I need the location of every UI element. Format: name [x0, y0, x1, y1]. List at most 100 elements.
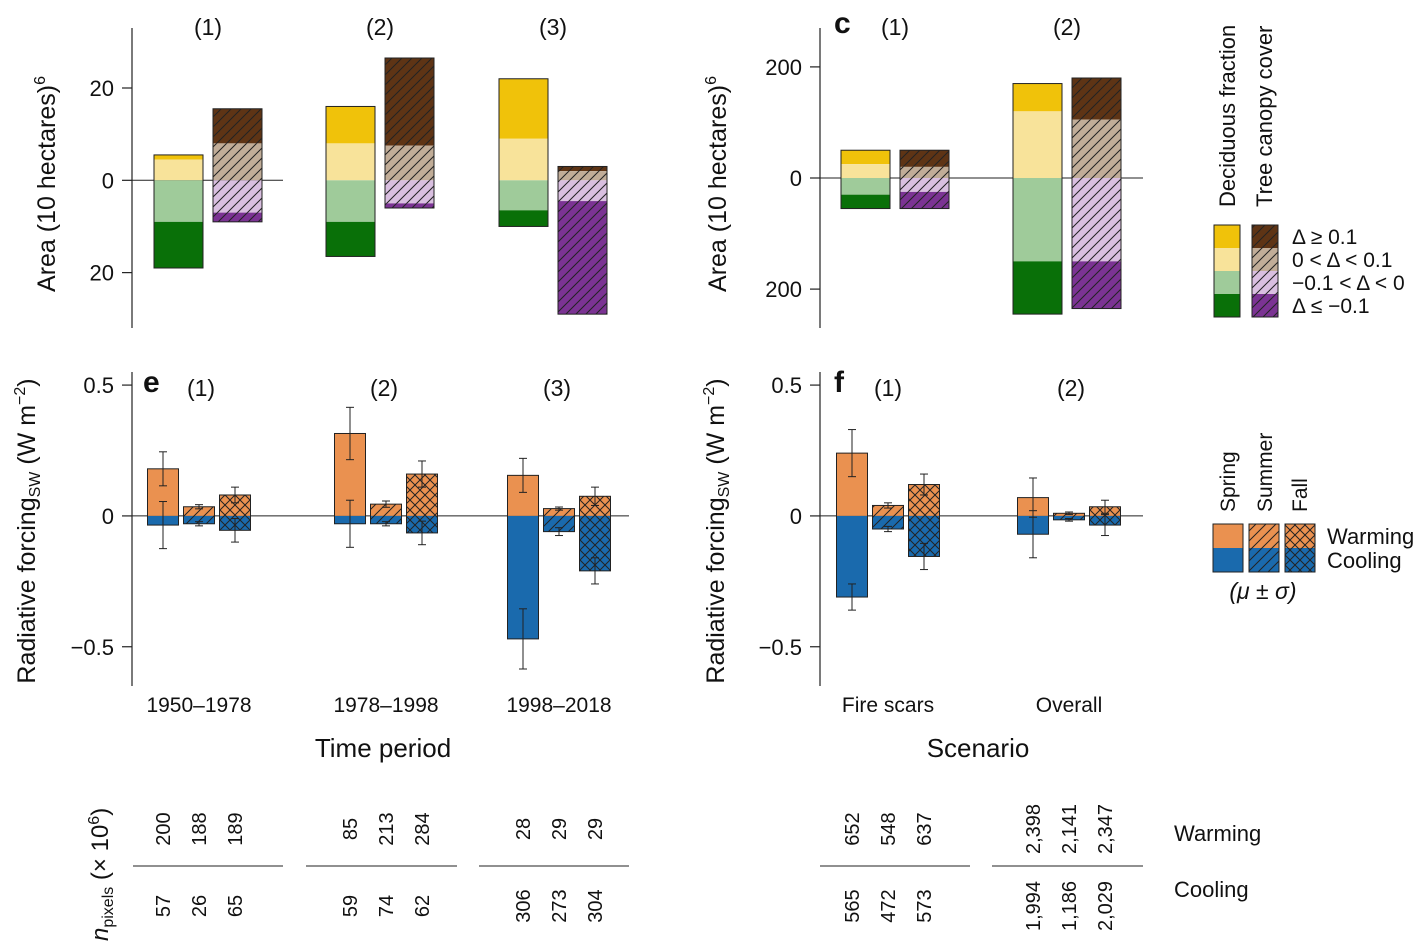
- x-category-label: Overall: [1036, 694, 1103, 717]
- deciduous-bar-segment: [326, 106, 375, 144]
- x-axis-label: Time period: [315, 733, 451, 763]
- season-hatch: [872, 505, 904, 529]
- npixels-warming-value: 548: [878, 812, 900, 845]
- panel-rf-scenario: 0.5 0 −0.5 Radiative forcingSW (W m−2) f Scen…: [701, 366, 1143, 763]
- panel-rf-time: 0.5 0 −0.5 Radiative forcingSW (W m−2) e Time…: [12, 366, 629, 763]
- legend-swatch-cooling: [1213, 548, 1243, 572]
- npixels-cooling-value: 65: [225, 895, 247, 917]
- deciduous-bar-segment: [154, 180, 203, 222]
- tree-bar-hatch: [385, 180, 434, 204]
- npixels-label-part: 6: [86, 816, 103, 825]
- area-time-bars: [153, 57, 608, 315]
- deciduous-bar-segment: [1013, 111, 1062, 178]
- deciduous-bar-segment: [154, 159, 203, 181]
- season-hatch: [1053, 513, 1085, 520]
- npixels-label-part: ): [87, 808, 114, 816]
- group-label: (2): [1053, 14, 1081, 40]
- ylabel-part: (W m: [13, 405, 41, 472]
- deciduous-bar-segment: [154, 154, 203, 160]
- rf-time-axis: 0.5 0 −0.5 Radiative forcingSW (W m−2) e Time…: [12, 366, 629, 763]
- tree-bar-hatch: [213, 180, 262, 213]
- npixels-warming-value: 28: [513, 818, 535, 840]
- y-tick-label: 0: [790, 504, 802, 529]
- tree-bar-hatch: [1072, 78, 1121, 120]
- y-tick-label: 0: [102, 504, 114, 529]
- tree-bar-hatch: [385, 145, 434, 181]
- deciduous-bar-segment: [841, 194, 890, 209]
- x-axis-label: Scenario: [927, 733, 1030, 763]
- panel-area-time: 20 0 20 Area (10 hectares)6 (1) (2) (3): [32, 14, 608, 328]
- group-label: (1): [194, 14, 222, 40]
- legend-swatch-tree-hatch: [1252, 271, 1278, 294]
- group-label: (1): [881, 14, 909, 40]
- tree-bar-hatch: [900, 178, 949, 192]
- deciduous-bar-segment: [326, 180, 375, 222]
- legend-swatch-deciduous: [1214, 294, 1240, 317]
- deciduous-bar-segment: [154, 221, 203, 268]
- y-axis-label: Radiative forcingSW (W m−2): [701, 378, 733, 683]
- legend-swatch-hatch: [1249, 524, 1279, 572]
- legend-season-label: Fall: [1289, 478, 1312, 512]
- npixels-table: npixels (× 106) Warming Cooling 200 57 188 26 1…: [86, 804, 1261, 941]
- legend-warming-label: Warming: [1327, 524, 1414, 549]
- rf-scenario-bars: [836, 429, 1121, 611]
- legend-row-label: Δ ≥ 0.1: [1292, 226, 1357, 249]
- legend-swatch-hatch: [1285, 524, 1315, 572]
- y-tick-label: −0.5: [71, 635, 114, 660]
- area-scenario-bars: [840, 77, 1122, 315]
- legend-row-label: −0.1 < Δ < 0: [1292, 272, 1405, 295]
- deciduous-bar-segment: [499, 210, 548, 227]
- npixels-cooling-value: 57: [153, 895, 175, 917]
- deciduous-bar-segment: [1013, 83, 1062, 112]
- tree-bar-hatch: [558, 180, 607, 202]
- tree-bar-hatch: [900, 191, 949, 209]
- npixels-warming-value: 29: [585, 818, 607, 840]
- deciduous-bar-outline: [325, 105, 376, 257]
- legend-season-label: Spring: [1217, 451, 1240, 512]
- x-category-label: 1978–1998: [333, 694, 438, 717]
- ylabel-part: Radiative forcing: [702, 497, 730, 683]
- legend-swatch-deciduous: [1214, 225, 1240, 248]
- npixels-row-warming: Warming: [1174, 821, 1261, 846]
- deciduous-bar-segment: [326, 143, 375, 181]
- tree-bar-hatch: [558, 166, 607, 172]
- npixels-warming-value: 652: [842, 812, 864, 845]
- deciduous-bar-segment: [1013, 178, 1062, 262]
- x-category-label: 1950–1978: [146, 694, 251, 717]
- panel-letter: e: [143, 366, 160, 399]
- npixels-cooling-value: 74: [376, 895, 398, 917]
- deciduous-bar-segment: [326, 221, 375, 257]
- group-label: (2): [1057, 375, 1085, 401]
- legend-cooling-label: Cooling: [1327, 548, 1402, 573]
- legend-header-tree: Tree canopy cover: [1252, 26, 1277, 207]
- deciduous-bar-segment: [841, 164, 890, 178]
- tree-bar-hatch: [213, 143, 262, 181]
- legend-swatch-tree-hatch: [1252, 248, 1278, 271]
- deciduous-bar-segment: [499, 180, 548, 211]
- x-category-label: 1998–2018: [506, 694, 611, 717]
- npixels-cooling-value: 565: [842, 889, 864, 922]
- deciduous-bar-segment: [1013, 261, 1062, 315]
- tree-bar-hatch: [900, 166, 949, 178]
- npixels-warming-value: 2,347: [1095, 804, 1117, 854]
- tree-bar-hatch: [900, 150, 949, 167]
- area-time-axis: 20 0 20 Area (10 hectares)6 (1) (2) (3): [32, 14, 567, 328]
- tree-bar-hatch: [385, 58, 434, 146]
- legend-area: Deciduous fraction Tree canopy cover Δ ≥ 0…: [1213, 25, 1405, 318]
- legend-swatch-tree-hatch: [1252, 225, 1278, 248]
- panel-area-scenario: 200 0 200 Area (10 hectares)6 c (1) (2): [703, 7, 1143, 328]
- npixels-row-cooling: Cooling: [1174, 877, 1249, 902]
- npixels-cooling-value: 1,186: [1059, 881, 1081, 931]
- npixels-cooling-value: 573: [914, 889, 936, 922]
- tree-bar-hatch: [385, 203, 434, 208]
- y-tick-label: 20: [90, 76, 114, 101]
- legend-header-deciduous: Deciduous fraction: [1215, 25, 1240, 207]
- legend-swatch-deciduous: [1214, 248, 1240, 271]
- y-tick-label: 200: [765, 277, 802, 302]
- legend-swatch-outline: [1212, 523, 1244, 573]
- legend-box-deciduous: [1213, 224, 1241, 318]
- npixels-cooling-value: 2,029: [1095, 881, 1117, 931]
- y-axis-label: Area (10 hectares)6: [703, 76, 732, 292]
- ylabel-part: Radiative forcing: [13, 497, 41, 683]
